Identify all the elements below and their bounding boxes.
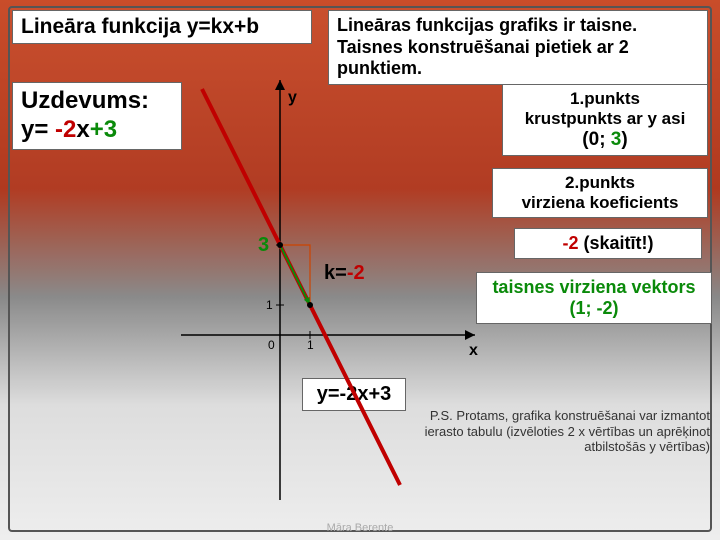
svg-text:k=-2: k=-2 [324,262,365,284]
point1-line1: 1.punkts [570,89,640,108]
task-label: Uzdevums: [21,87,149,114]
k-count-val: -2 [562,233,578,253]
svg-text:0: 0 [268,338,275,352]
task-eq-mid: x [76,116,89,143]
svg-text:1: 1 [266,298,273,312]
direction-vector-box: taisnes virziena vektors (1; -2) [476,272,712,324]
pt1-coord-post: ) [621,129,627,150]
vect-line1: taisnes virziena vektors [492,277,695,297]
task-eq-pre: y= [21,116,55,143]
slide: Lineāra funkcija y=kx+b Lineāras funkcij… [0,0,720,540]
k-count-post: (skaitīt!) [579,233,654,253]
task-box: Uzdevums: y= -2x+3 [12,82,182,150]
task-eq-pos: +3 [90,116,117,143]
point1-coord: (0; 3) [582,129,627,150]
pt1-coord-pre: (0; [582,129,611,150]
vect-line2: (1; -2) [570,298,619,318]
svg-text:x: x [469,342,478,359]
point1-line2: krustpunkts ar y asi [525,109,686,128]
point2-line1: 2.punkts [565,173,635,192]
pt1-coord-val: 3 [611,129,622,150]
point2-box: 2.punkts virziena koeficients [492,168,708,218]
point2-line2: virziena koeficients [522,193,679,212]
svg-text:y: y [288,89,297,106]
footer-author: Māra Berente [0,522,720,534]
svg-text:1: 1 [307,338,314,352]
k-count-box: -2 (skaitīt!) [514,228,702,259]
task-eq-neg: -2 [55,116,76,143]
chart-svg: 1 1 0 3 y x k=-2 [170,70,490,510]
svg-text:3: 3 [258,234,269,256]
point1-box: 1.punkts krustpunkts ar y asi (0; 3) [502,84,708,156]
title-left: Lineāra funkcija y=kx+b [12,10,312,44]
chart-area: 1 1 0 3 y x k=-2 [170,70,490,510]
